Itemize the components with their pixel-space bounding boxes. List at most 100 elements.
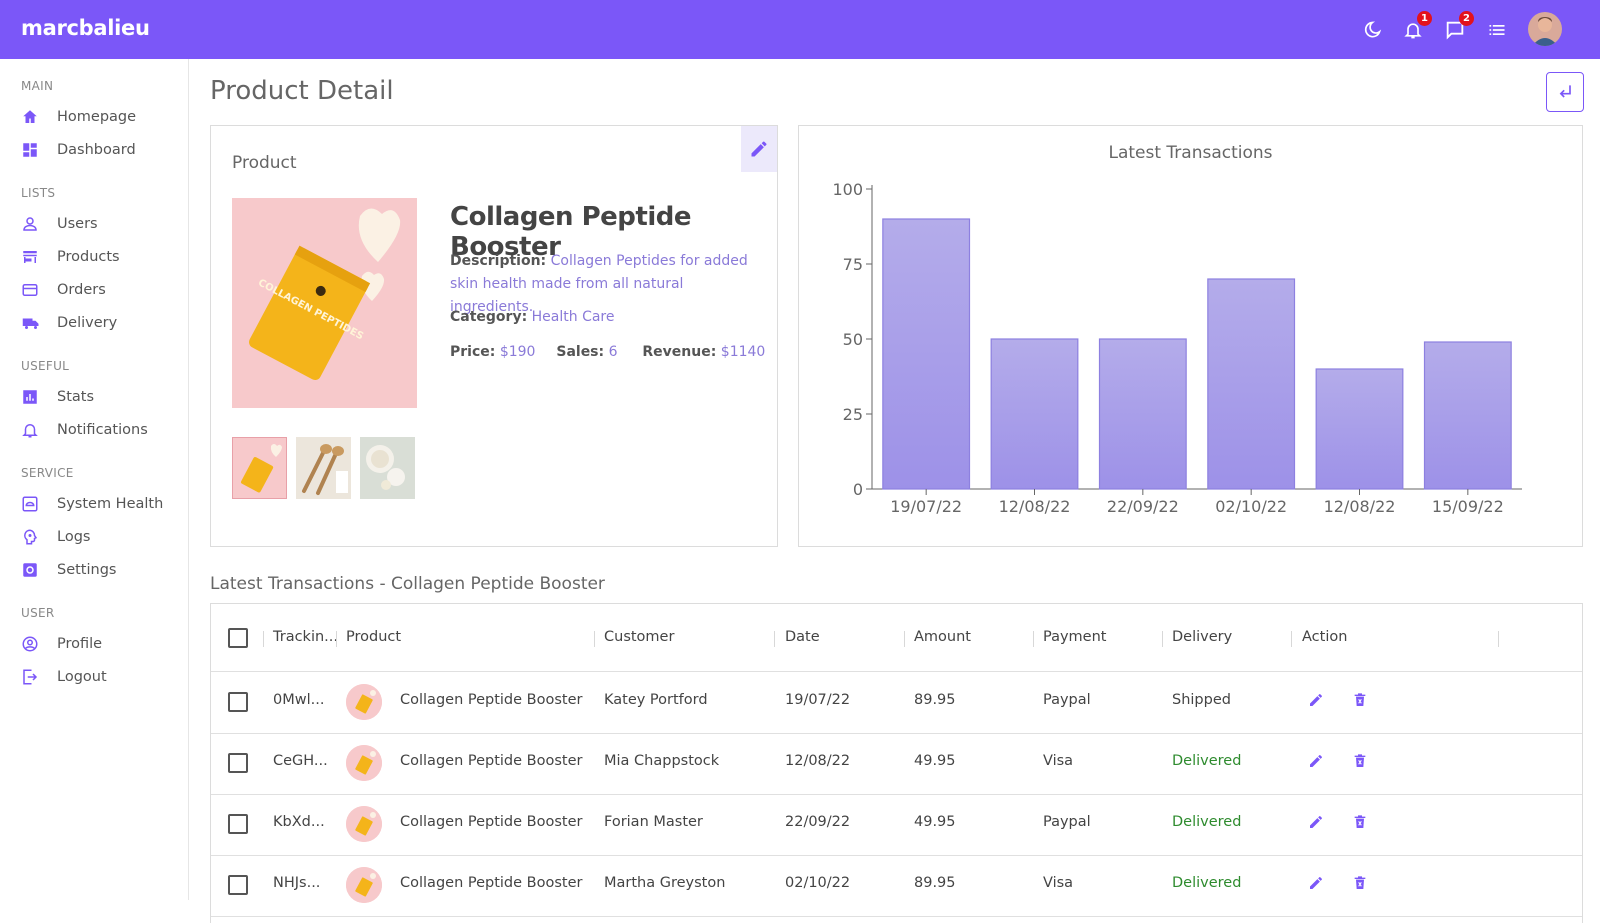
x-tick-label: 15/09/22	[1432, 497, 1504, 516]
transactions-chart-card: Latest Transactions 0 25 50 75 100 19/07/22 12…	[798, 125, 1583, 547]
category-value: Health Care	[531, 309, 615, 325]
sidebar-section-lists: LISTS	[21, 186, 56, 200]
tracking-cell: KbXd...	[273, 814, 325, 830]
x-tick-label: 12/08/22	[999, 497, 1071, 516]
transactions-table: Trackin... Product Customer Date Amount …	[210, 603, 1583, 923]
column-header-customer[interactable]: Customer	[604, 629, 675, 645]
logout-icon	[21, 667, 49, 687]
row-checkbox[interactable]	[228, 692, 248, 712]
sidebar-item-users[interactable]: Users	[21, 211, 181, 237]
product-thumbnail-icon	[346, 745, 382, 781]
row-checkbox[interactable]	[228, 875, 248, 895]
sidebar-item-label: Products	[57, 249, 120, 265]
customer-cell: Forian Master	[604, 814, 703, 830]
column-separator	[1498, 631, 1499, 647]
user-avatar[interactable]	[1528, 12, 1562, 46]
sidebar-item-stats[interactable]: Stats	[21, 384, 181, 410]
product-thumbnail-icon	[346, 806, 382, 842]
sidebar-item-profile[interactable]: Profile	[21, 631, 181, 657]
delete-row-button[interactable]	[1349, 811, 1371, 833]
edit-product-button[interactable]	[741, 126, 777, 172]
trash-icon	[1354, 876, 1366, 889]
column-separator	[904, 631, 905, 647]
date-cell: 22/09/22	[785, 814, 851, 830]
sidebar-item-delivery[interactable]: Delivery	[21, 310, 181, 336]
product-category: Category: Health Care	[450, 306, 614, 329]
description-value: Collagen Peptides for added skin health …	[450, 253, 748, 315]
page-title: Product Detail	[210, 76, 394, 106]
sidebar-item-label: Settings	[57, 562, 117, 578]
x-tick-label: 02/10/22	[1215, 497, 1287, 516]
trash-icon	[1354, 815, 1366, 828]
payment-cell: Visa	[1043, 875, 1074, 891]
menu-list-button[interactable]	[1484, 17, 1510, 43]
column-header-tracking[interactable]: Trackin...	[273, 629, 338, 645]
sidebar-item-logout[interactable]: Logout	[21, 664, 181, 690]
edit-row-button[interactable]	[1305, 750, 1327, 772]
column-header-delivery[interactable]: Delivery	[1172, 629, 1233, 645]
chart-bar	[990, 338, 1079, 490]
sidebar-item-settings[interactable]: Settings	[21, 557, 181, 583]
sidebar-section-service: SERVICE	[21, 466, 74, 480]
column-header-action[interactable]: Action	[1302, 629, 1348, 645]
sidebar-item-label: Dashboard	[57, 142, 136, 158]
sidebar-item-homepage[interactable]: Homepage	[21, 104, 181, 130]
row-checkbox[interactable]	[228, 753, 248, 773]
sidebar-item-label: Users	[57, 216, 98, 232]
messages-button[interactable]: 2	[1442, 11, 1474, 43]
notifications-button[interactable]: 1	[1400, 11, 1432, 43]
product-thumbnail[interactable]	[360, 437, 415, 499]
sidebar-item-system-health[interactable]: System Health	[21, 491, 181, 517]
y-tick-label: 50	[843, 330, 863, 349]
sidebar-item-products[interactable]: Products	[21, 244, 181, 270]
select-all-checkbox[interactable]	[228, 628, 248, 648]
date-cell: 19/07/22	[785, 692, 851, 708]
column-separator	[774, 631, 775, 647]
edit-row-button[interactable]	[1305, 872, 1327, 894]
column-header-date[interactable]: Date	[785, 629, 820, 645]
delete-row-button[interactable]	[1349, 689, 1371, 711]
column-header-payment[interactable]: Payment	[1043, 629, 1107, 645]
y-tick-label: 100	[832, 180, 863, 199]
sidebar-item-notifications[interactable]: Notifications	[21, 417, 181, 443]
column-header-amount[interactable]: Amount	[914, 629, 971, 645]
store-icon	[21, 247, 49, 267]
amount-cell: 89.95	[914, 692, 956, 708]
column-separator	[1033, 631, 1034, 647]
sidebar-item-orders[interactable]: Orders	[21, 277, 181, 303]
dashboard-icon	[21, 140, 49, 160]
column-separator	[1162, 631, 1163, 647]
sidebar-item-label: Stats	[57, 389, 95, 405]
sidebar-item-label: Notifications	[57, 422, 148, 438]
edit-row-button[interactable]	[1305, 811, 1327, 833]
back-button[interactable]	[1546, 72, 1584, 112]
dark-mode-toggle[interactable]	[1359, 17, 1385, 43]
notification-badge: 1	[1417, 11, 1432, 26]
chart-bar	[1315, 368, 1404, 490]
product-thumbnail[interactable]	[296, 437, 351, 499]
delete-row-button[interactable]	[1349, 872, 1371, 894]
customer-cell: Mia Chappstock	[604, 753, 720, 769]
product-name: Collagen Peptide Booster	[450, 202, 692, 262]
sidebar-item-logs[interactable]: Logs	[21, 524, 181, 550]
credit-card-icon	[21, 280, 49, 300]
price-value: $190	[499, 344, 536, 360]
row-checkbox[interactable]	[228, 814, 248, 834]
chart-bar	[1098, 338, 1187, 490]
sidebar-item-label: Logout	[57, 669, 107, 685]
app-logo[interactable]: marcbalieu	[21, 16, 150, 40]
table-row[interactable]: KbXd... Collagen Peptide Booster Forian …	[211, 794, 1582, 856]
edit-row-button[interactable]	[1305, 689, 1327, 711]
column-header-product[interactable]: Product	[346, 629, 402, 645]
pencil-icon	[1310, 816, 1322, 828]
product-thumbnail-icon	[346, 867, 382, 903]
sidebar-item-dashboard[interactable]: Dashboard	[21, 137, 181, 163]
delete-row-button[interactable]	[1349, 750, 1371, 772]
product-thumbnail[interactable]	[232, 437, 287, 499]
table-row[interactable]: CeGH... Collagen Peptide Booster Mia Cha…	[211, 733, 1582, 795]
moon-icon	[1364, 21, 1382, 38]
sidebar-section-user: USER	[21, 606, 55, 620]
user-icon	[21, 214, 49, 234]
table-row[interactable]: 0Mwl... Collagen Peptide Booster Katey P…	[211, 672, 1582, 734]
table-row[interactable]: NHJs... Collagen Peptide Booster Martha …	[211, 855, 1582, 917]
